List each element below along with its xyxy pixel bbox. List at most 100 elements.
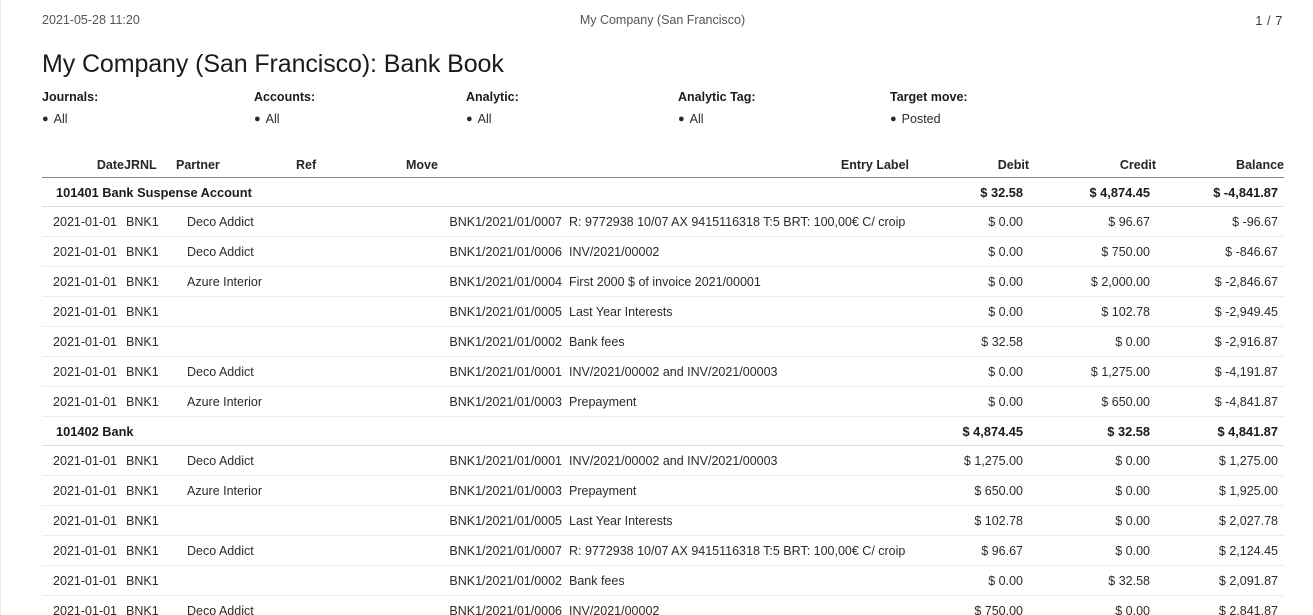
cell-date: 2021-01-01 [42, 565, 124, 596]
cell-balance: $ -846.67 [1156, 236, 1284, 267]
cell-date: 2021-01-01 [42, 296, 124, 327]
table-row: 2021-01-01 BNK1 Azure Interior BNK1/2021… [42, 266, 1284, 297]
filter-analytic-value: ● All [466, 112, 519, 127]
report-timestamp: 2021-05-28 11:20 [42, 13, 140, 27]
cell-move: BNK1/2021/01/0006 [406, 595, 569, 615]
filter-analytic-tag-value: ● All [678, 112, 756, 127]
table-row: 2021-01-01 BNK1 Deco Addict BNK1/2021/01… [42, 535, 1284, 566]
cell-ref [296, 565, 406, 596]
cell-debit: $ 0.00 [909, 206, 1029, 237]
cell-credit: $ 102.78 [1029, 296, 1156, 327]
filter-accounts: Accounts: ● All [254, 90, 315, 127]
cell-debit: $ 0.00 [909, 296, 1029, 327]
cell-jrnl: BNK1 [124, 266, 176, 297]
cell-jrnl: BNK1 [124, 535, 176, 566]
filter-accounts-label: Accounts: [254, 90, 316, 104]
filter-target-move-label: Target move: [890, 90, 968, 104]
cell-balance: $ 2,027.78 [1156, 505, 1284, 536]
cell-partner: Deco Addict [176, 236, 296, 267]
bullet-icon: ● [678, 113, 685, 125]
cell-ref [296, 475, 406, 506]
cell-credit: $ 96.67 [1029, 206, 1156, 237]
table-row: 2021-01-01 BNK1 Deco Addict BNK1/2021/01… [42, 356, 1284, 387]
column-header-credit: Credit [1029, 152, 1156, 178]
filter-journals: Journals: ● All [42, 90, 98, 127]
cell-balance: $ -2,916.87 [1156, 326, 1284, 357]
cell-jrnl: BNK1 [124, 236, 176, 267]
cell-partner: Deco Addict [176, 595, 296, 615]
cell-jrnl: BNK1 [124, 206, 176, 237]
company-name: My Company (San Francisco) [579, 13, 746, 27]
cell-jrnl: BNK1 [124, 356, 176, 387]
table-header: Date JRNL Partner Ref Move Entry Label D… [42, 152, 1284, 178]
account-group-debit: $ 32.58 [909, 177, 1029, 207]
filter-journals-label: Journals: [42, 90, 99, 104]
cell-move: BNK1/2021/01/0006 [406, 236, 569, 267]
bullet-icon: ● [42, 113, 49, 125]
filter-analytic-tag: Analytic Tag: ● All [678, 90, 756, 127]
account-group-balance: $ -4,841.87 [1156, 177, 1284, 207]
cell-ref [296, 356, 406, 387]
filter-analytic: Analytic: ● All [466, 90, 519, 127]
cell-jrnl: BNK1 [124, 565, 176, 596]
cell-credit: $ 0.00 [1029, 326, 1156, 357]
bank-book-table-container: Date JRNL Partner Ref Move Entry Label D… [42, 152, 1284, 615]
table-row: 2021-01-01 BNK1 BNK1/2021/01/0002 Bank f… [42, 326, 1284, 357]
cell-entry-label: Last Year Interests [569, 296, 909, 327]
cell-credit: $ 0.00 [1029, 475, 1156, 506]
cell-balance: $ -2,846.67 [1156, 266, 1284, 297]
cell-entry-label: Prepayment [569, 386, 909, 417]
cell-ref [296, 505, 406, 536]
cell-date: 2021-01-01 [42, 356, 124, 387]
column-header-entry-label: Entry Label [569, 152, 909, 178]
cell-partner: Azure Interior [176, 475, 296, 506]
cell-partner: Deco Addict [176, 356, 296, 387]
cell-date: 2021-01-01 [42, 595, 124, 615]
cell-entry-label: First 2000 $ of invoice 2021/00001 [569, 266, 909, 297]
cell-balance: $ 2,841.87 [1156, 595, 1284, 615]
cell-balance: $ -2,949.45 [1156, 296, 1284, 327]
cell-ref [296, 386, 406, 417]
table-row: 2021-01-01 BNK1 BNK1/2021/01/0005 Last Y… [42, 505, 1284, 536]
account-group-debit: $ 4,874.45 [909, 416, 1029, 446]
cell-partner: Deco Addict [176, 445, 296, 476]
filter-accounts-value-text: All [265, 112, 280, 126]
cell-entry-label: Bank fees [569, 326, 909, 357]
cell-partner: Azure Interior [176, 266, 296, 297]
account-group-balance: $ 4,841.87 [1156, 416, 1284, 446]
cell-entry-label: INV/2021/00002 [569, 595, 909, 615]
table-row: 2021-01-01 BNK1 Deco Addict BNK1/2021/01… [42, 445, 1284, 476]
column-header-debit: Debit [909, 152, 1029, 178]
cell-credit: $ 0.00 [1029, 595, 1156, 615]
cell-partner: Deco Addict [176, 206, 296, 237]
cell-ref [296, 326, 406, 357]
cell-credit: $ 0.00 [1029, 535, 1156, 566]
bank-book-table: Date JRNL Partner Ref Move Entry Label D… [42, 152, 1284, 615]
cell-credit: $ 650.00 [1029, 386, 1156, 417]
cell-debit: $ 102.78 [909, 505, 1029, 536]
cell-ref [296, 595, 406, 615]
cell-debit: $ 0.00 [909, 386, 1029, 417]
cell-move: BNK1/2021/01/0005 [406, 505, 569, 536]
table-row: 2021-01-01 BNK1 Azure Interior BNK1/2021… [42, 475, 1284, 506]
filter-summary: Journals: ● All Accounts: ● All Analytic: … [42, 90, 1283, 134]
account-group-credit: $ 4,874.45 [1029, 177, 1156, 207]
column-header-partner: Partner [176, 152, 296, 178]
cell-ref [296, 445, 406, 476]
cell-date: 2021-01-01 [42, 236, 124, 267]
cell-partner [176, 326, 296, 357]
cell-date: 2021-01-01 [42, 326, 124, 357]
table-row: 2021-01-01 BNK1 BNK1/2021/01/0005 Last Y… [42, 296, 1284, 327]
cell-jrnl: BNK1 [124, 595, 176, 615]
cell-date: 2021-01-01 [42, 386, 124, 417]
account-group-name: 101402 Bank [42, 416, 909, 446]
filter-target-move-value-text: Posted [901, 112, 941, 126]
filter-analytic-label: Analytic: [466, 90, 519, 104]
column-header-move: Move [406, 152, 569, 178]
cell-jrnl: BNK1 [124, 296, 176, 327]
cell-partner [176, 505, 296, 536]
cell-entry-label: Bank fees [569, 565, 909, 596]
cell-ref [296, 535, 406, 566]
account-group-name: 101401 Bank Suspense Account [42, 177, 909, 207]
